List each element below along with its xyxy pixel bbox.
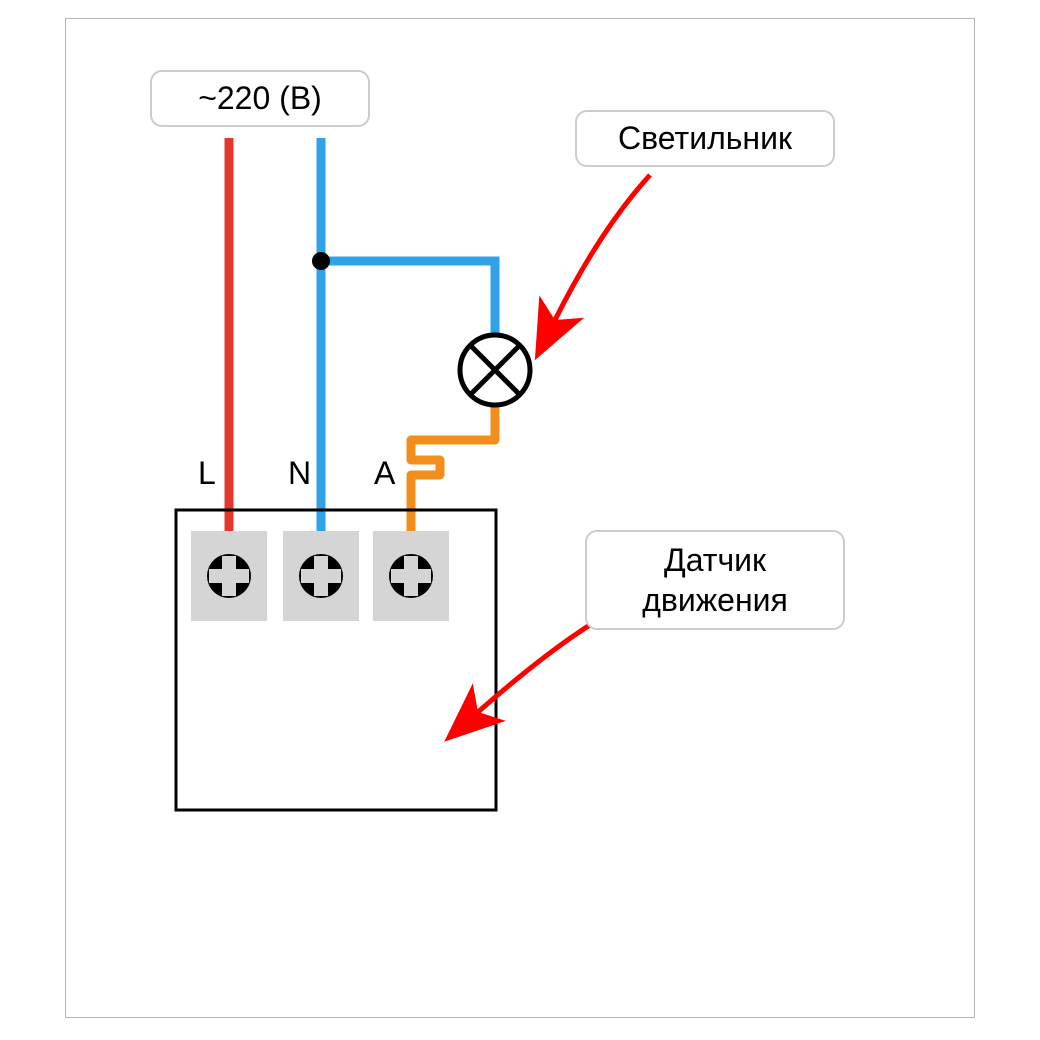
sensor-label-line1: Датчик	[664, 542, 766, 578]
sensor-label-line2: движения	[642, 582, 788, 618]
wire-N-branch	[321, 261, 495, 335]
terminal-A	[373, 531, 449, 621]
wire-A	[411, 406, 495, 533]
terminal-label-N: N	[288, 455, 311, 492]
terminal-L	[191, 531, 267, 621]
terminal-label-A: A	[374, 455, 395, 492]
junction-dot	[312, 252, 330, 270]
voltage-label: ~220 (В)	[150, 70, 370, 127]
sensor-label: Датчик движения	[585, 530, 845, 630]
arrow-lamp	[555, 175, 650, 320]
terminal-N	[283, 531, 359, 621]
lamp-label: Светильник	[575, 110, 835, 167]
terminal-label-L: L	[198, 455, 216, 492]
wiring-diagram	[0, 0, 1040, 1040]
